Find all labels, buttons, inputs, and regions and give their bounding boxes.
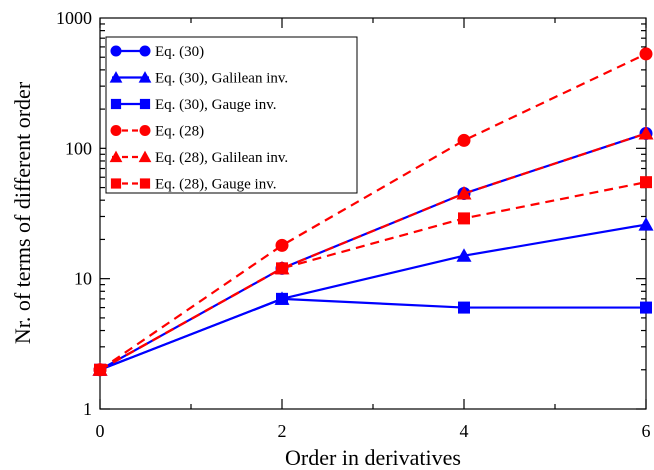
legend-label: Eq. (28): [155, 124, 204, 140]
data-point-triangle-marker: [638, 217, 654, 231]
series-2: [92, 217, 654, 376]
legend-box: [105, 36, 358, 194]
legend-square-marker: [110, 98, 122, 110]
legend-square-marker: [110, 178, 122, 189]
legend-label: Eq. (30): [155, 44, 204, 60]
y-axis-label: Nr. of terms of different order: [10, 81, 35, 344]
data-point-triangle-marker: [456, 248, 472, 262]
y-tick-label: 100: [65, 138, 92, 158]
data-point-square-marker: [458, 212, 470, 225]
series-line: [99, 223, 647, 371]
data-point-circle-marker: [275, 238, 289, 252]
series-line: [99, 297, 646, 371]
y-tick-label: 1000: [56, 8, 92, 28]
data-point-circle-marker: [457, 133, 471, 147]
y-tick-label: 1: [83, 399, 92, 419]
x-axis-label: Order in derivatives: [285, 445, 461, 470]
legend-entry: Eq. (28), Gauge inv.: [110, 177, 277, 193]
legend-entry: Eq. (28): [110, 124, 204, 140]
data-point-circle-marker: [639, 47, 653, 61]
legend: Eq. (30) Eq. (30), Galilean inv. Eq. (30),…: [105, 36, 358, 194]
data-point-square-marker: [640, 176, 652, 189]
legend-entry: Eq. (28), Galilean inv.: [109, 150, 288, 166]
x-tick-label: 2: [278, 421, 287, 441]
legend-triangle-marker: [109, 71, 123, 83]
legend-triangle-marker: [138, 71, 152, 83]
data-point-triangle-marker: [456, 186, 472, 200]
legend-label: Eq. (30), Galilean inv.: [155, 71, 288, 87]
legend-entry: Eq. (30), Gauge inv.: [110, 97, 277, 113]
series-line: [99, 52, 647, 371]
legend-entry: Eq. (30): [110, 44, 204, 60]
legend-circle-marker: [139, 45, 151, 57]
legend-square-marker: [139, 178, 151, 189]
y-tick-label: 10: [74, 269, 92, 289]
data-point-square-marker: [276, 262, 288, 275]
data-point-square-marker: [276, 292, 288, 305]
x-tick-label: 6: [642, 421, 651, 441]
legend-circle-marker: [110, 45, 122, 57]
legend-circle-marker: [139, 124, 151, 137]
series-line: [99, 132, 647, 371]
legend-label: Eq. (28), Gauge inv.: [155, 177, 277, 193]
series-3: [94, 292, 652, 376]
series-layer: [92, 47, 654, 377]
legend-triangle-marker: [109, 150, 123, 163]
x-tick-label: 4: [460, 421, 469, 441]
legend-label: Eq. (30), Gauge inv.: [155, 97, 277, 113]
legend-square-marker: [139, 98, 151, 110]
x-tick-label: 0: [96, 421, 105, 441]
legend-entry: Eq. (30), Galilean inv.: [109, 71, 288, 87]
data-point-square-marker: [640, 301, 652, 314]
data-point-triangle-marker: [638, 125, 654, 140]
legend-label: Eq. (28), Galilean inv.: [155, 150, 288, 166]
series-6: [94, 176, 652, 376]
legend-triangle-marker: [138, 150, 152, 163]
series-line: [99, 181, 647, 371]
axis-ticks: 0 2 4 6 1 10 100 1000: [56, 8, 651, 441]
data-point-square-marker: [458, 301, 470, 314]
legend-circle-marker: [110, 124, 122, 137]
data-point-square-marker: [94, 363, 106, 376]
